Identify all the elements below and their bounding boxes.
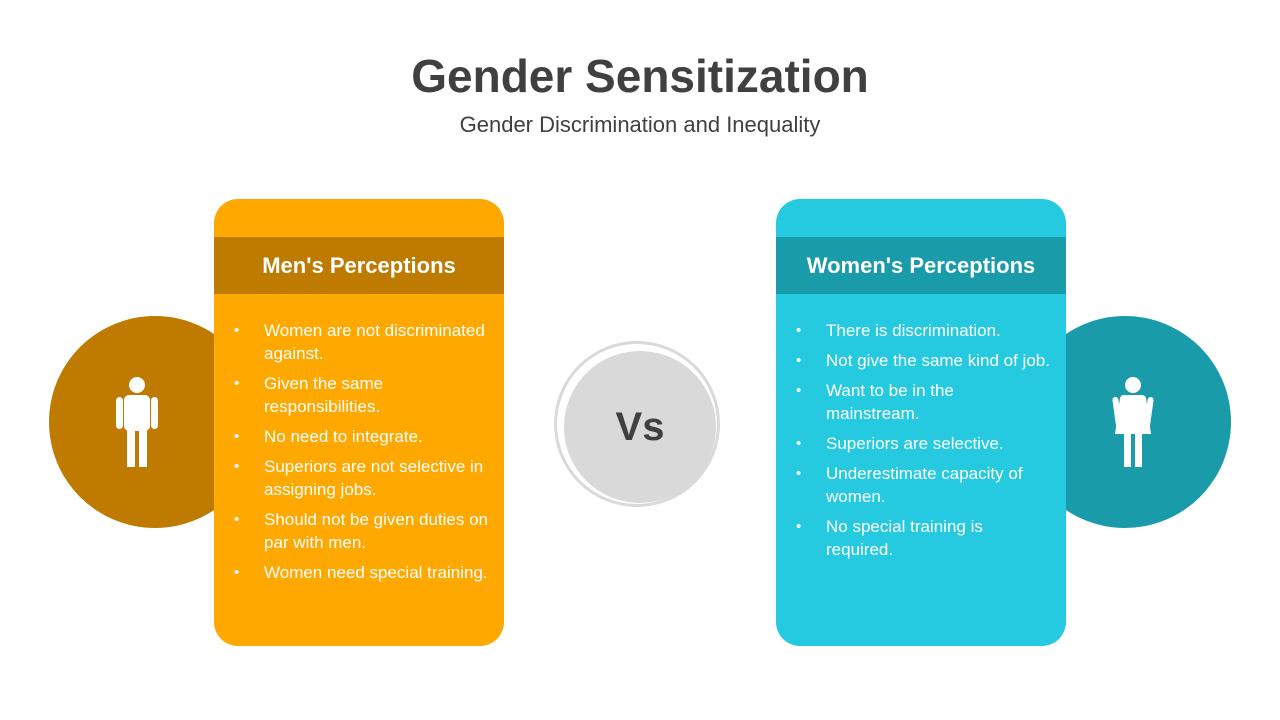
list-item: Should not be given duties on par with m… [214,508,504,554]
male-person-icon [116,377,158,467]
female-person-icon [1112,377,1154,467]
list-item: No need to integrate. [214,425,504,448]
list-item: Not give the same kind of job. [776,349,1066,372]
list-item: Given the same responsibilities. [214,372,504,418]
slide-title: Gender Sensitization [411,50,869,102]
list-item: Underestimate capacity of women. [776,462,1066,508]
list-item: There is discrimination. [776,319,1066,342]
women-perceptions-heading: Women's Perceptions [776,237,1066,294]
men-perceptions-list: Women are not discriminated against. Giv… [214,319,504,591]
vs-badge: Vs [564,351,716,503]
list-item: Women need special training. [214,561,504,584]
list-item: Superiors are not selective in assigning… [214,455,504,501]
list-item: Superiors are selective. [776,432,1066,455]
list-item: No special training is required. [776,515,1066,561]
women-perceptions-card: Women's Perceptions There is discriminat… [776,199,1066,646]
men-perceptions-heading: Men's Perceptions [214,237,504,294]
women-perceptions-list: There is discrimination. Not give the sa… [776,319,1066,568]
list-item: Women are not discriminated against. [214,319,504,365]
men-perceptions-card: Men's Perceptions Women are not discrimi… [214,199,504,646]
list-item: Want to be in the mainstream. [776,379,1066,425]
slide-subtitle: Gender Discrimination and Inequality [459,112,821,137]
